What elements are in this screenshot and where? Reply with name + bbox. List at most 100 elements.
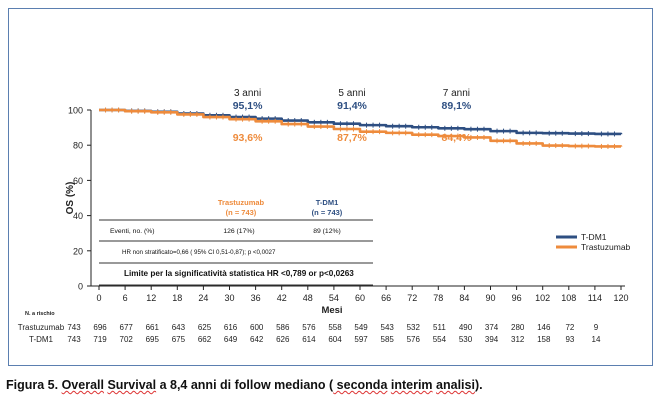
at-risk-value: 549 <box>354 323 368 332</box>
at-risk-value: 374 <box>485 323 499 332</box>
x-axis-title: Mesi <box>321 305 342 316</box>
x-tick-label: 102 <box>535 293 550 303</box>
at-risk-value: 558 <box>328 323 342 332</box>
survival-chart: 0 20 40 60 80 100 OS (%) 0 6 12 18 24 30 36 42 48 54 60 66… <box>18 88 631 344</box>
x-tick-label: 84 <box>459 293 469 303</box>
at-risk-value: 719 <box>93 335 107 344</box>
x-tick-label: 30 <box>224 293 234 303</box>
at-risk-value: 586 <box>276 323 290 332</box>
caption-word-analisi: analisi <box>436 378 475 392</box>
at-risk-value: 576 <box>302 323 316 332</box>
annotation-label: 5 anni <box>338 88 365 99</box>
table-row-label: Eventi, no. (%) <box>110 228 155 235</box>
table-header-tdm1: T-DM1 <box>316 198 339 207</box>
y-tick-label: 100 <box>68 106 83 116</box>
caption-prefix: Figura 5. <box>6 378 62 392</box>
table-value-tdm1: 89 (12%) <box>313 228 341 235</box>
x-tick-label: 6 <box>123 293 128 303</box>
legend-label-t-dm1: T-DM1 <box>581 232 607 242</box>
at-risk-value: 9 <box>594 323 599 332</box>
at-risk-value: 14 <box>592 335 601 344</box>
at-risk-value: 532 <box>407 323 421 332</box>
at-risk-value: 312 <box>511 335 525 344</box>
at-risk-value: 576 <box>407 335 421 344</box>
at-risk-value: 614 <box>302 335 316 344</box>
at-risk-value: 543 <box>381 323 395 332</box>
y-tick-label: 0 <box>78 282 83 292</box>
series-line-trastuzumab <box>99 108 623 148</box>
x-tick-label: 66 <box>381 293 391 303</box>
at-risk-value: 626 <box>276 335 290 344</box>
at-risk-value: 158 <box>537 335 551 344</box>
annotation-trastuzumab-value: 84,4% <box>442 132 472 144</box>
annotation-label: 7 anni <box>443 88 470 99</box>
legend-label-trastuzumab: Trastuzumab <box>581 242 631 252</box>
x-tick-label: 90 <box>485 293 495 303</box>
annotation-tdm1-value: 95,1% <box>233 100 263 112</box>
at-risk-value: 554 <box>433 335 447 344</box>
x-tick-label: 18 <box>172 293 182 303</box>
figure-caption: Figura 5. Overall Survival a 8,4 anni di… <box>6 378 483 392</box>
at-risk-value: 394 <box>485 335 499 344</box>
x-tick-label: 72 <box>407 293 417 303</box>
y-tick-label: 20 <box>73 246 83 256</box>
caption-word-seconda: seconda <box>333 378 388 392</box>
at-risk-value: 649 <box>224 335 238 344</box>
table-header-trastuzumab: Trastuzumab <box>218 198 265 207</box>
at-risk-value: 604 <box>328 335 342 344</box>
y-tick-label: 60 <box>73 176 83 186</box>
x-tick-label: 42 <box>277 293 287 303</box>
x-tick-label: 60 <box>355 293 365 303</box>
at-risk-value: 72 <box>565 323 574 332</box>
at-risk-value: 661 <box>146 323 160 332</box>
x-tick-label: 12 <box>146 293 156 303</box>
at-risk-value: 597 <box>354 335 368 344</box>
caption-suffix: ). <box>474 378 483 392</box>
x-tick-label: 0 <box>96 293 101 303</box>
table-value-trastuzumab: 126 (17%) <box>223 228 254 235</box>
at-risk-value: 616 <box>224 323 238 332</box>
table-sub-tdm1: (n = 743) <box>312 208 343 217</box>
caption-word-interim: interim <box>390 378 433 392</box>
at-risk-value: 600 <box>250 323 264 332</box>
at-risk-value: 696 <box>93 323 107 332</box>
at-risk-value: 490 <box>459 323 473 332</box>
at-risk-row-label: T-DM1 <box>29 335 54 344</box>
at-risk-value: 93 <box>565 335 574 344</box>
at-risk-value: 643 <box>172 323 186 332</box>
x-tick-label: 54 <box>329 293 339 303</box>
annotation-tdm1-value: 89,1% <box>442 100 472 112</box>
at-risk-value: 675 <box>172 335 186 344</box>
table-hr-text: HR non stratificato=0,66 ( 95% CI 0,51-0… <box>122 249 276 256</box>
caption-word-overall: Overall <box>61 378 104 392</box>
at-risk-value: 146 <box>537 323 551 332</box>
at-risk-value: 743 <box>67 323 81 332</box>
x-tick-label: 36 <box>251 293 261 303</box>
at-risk-header: N. a rischio <box>25 311 55 317</box>
at-risk-value: 530 <box>459 335 473 344</box>
figure-frame: 0 20 40 60 80 100 OS (%) 0 6 12 18 24 30 36 42 48 54 60 66… <box>8 8 653 366</box>
annotation-trastuzumab-value: 93,6% <box>233 132 263 144</box>
x-tick-label: 48 <box>303 293 313 303</box>
at-risk-value: 585 <box>381 335 395 344</box>
at-risk-value: 625 <box>198 323 212 332</box>
at-risk-value: 743 <box>67 335 81 344</box>
at-risk-value: 642 <box>250 335 264 344</box>
x-tick-label: 96 <box>512 293 522 303</box>
x-tick-label: 114 <box>588 293 602 303</box>
at-risk-value: 662 <box>198 335 212 344</box>
x-tick-label: 120 <box>613 293 628 303</box>
x-tick-label: 24 <box>198 293 208 303</box>
at-risk-value: 677 <box>120 323 134 332</box>
at-risk-row-label: Trastuzumab <box>18 323 65 332</box>
y-tick-label: 40 <box>73 211 83 221</box>
y-axis-title: OS (%) <box>65 182 76 215</box>
annotation-label: 3 anni <box>234 88 261 99</box>
x-tick-label: 78 <box>433 293 443 303</box>
annotation-trastuzumab-value: 87,7% <box>337 132 367 144</box>
at-risk-value: 511 <box>433 323 446 332</box>
table-limit-text: Limite per la significatività statistica… <box>124 269 354 278</box>
at-risk-value: 702 <box>120 335 134 344</box>
annotation-tdm1-value: 91,4% <box>337 100 367 112</box>
caption-middle: a 8,4 anni di follow mediano ( <box>156 378 334 392</box>
